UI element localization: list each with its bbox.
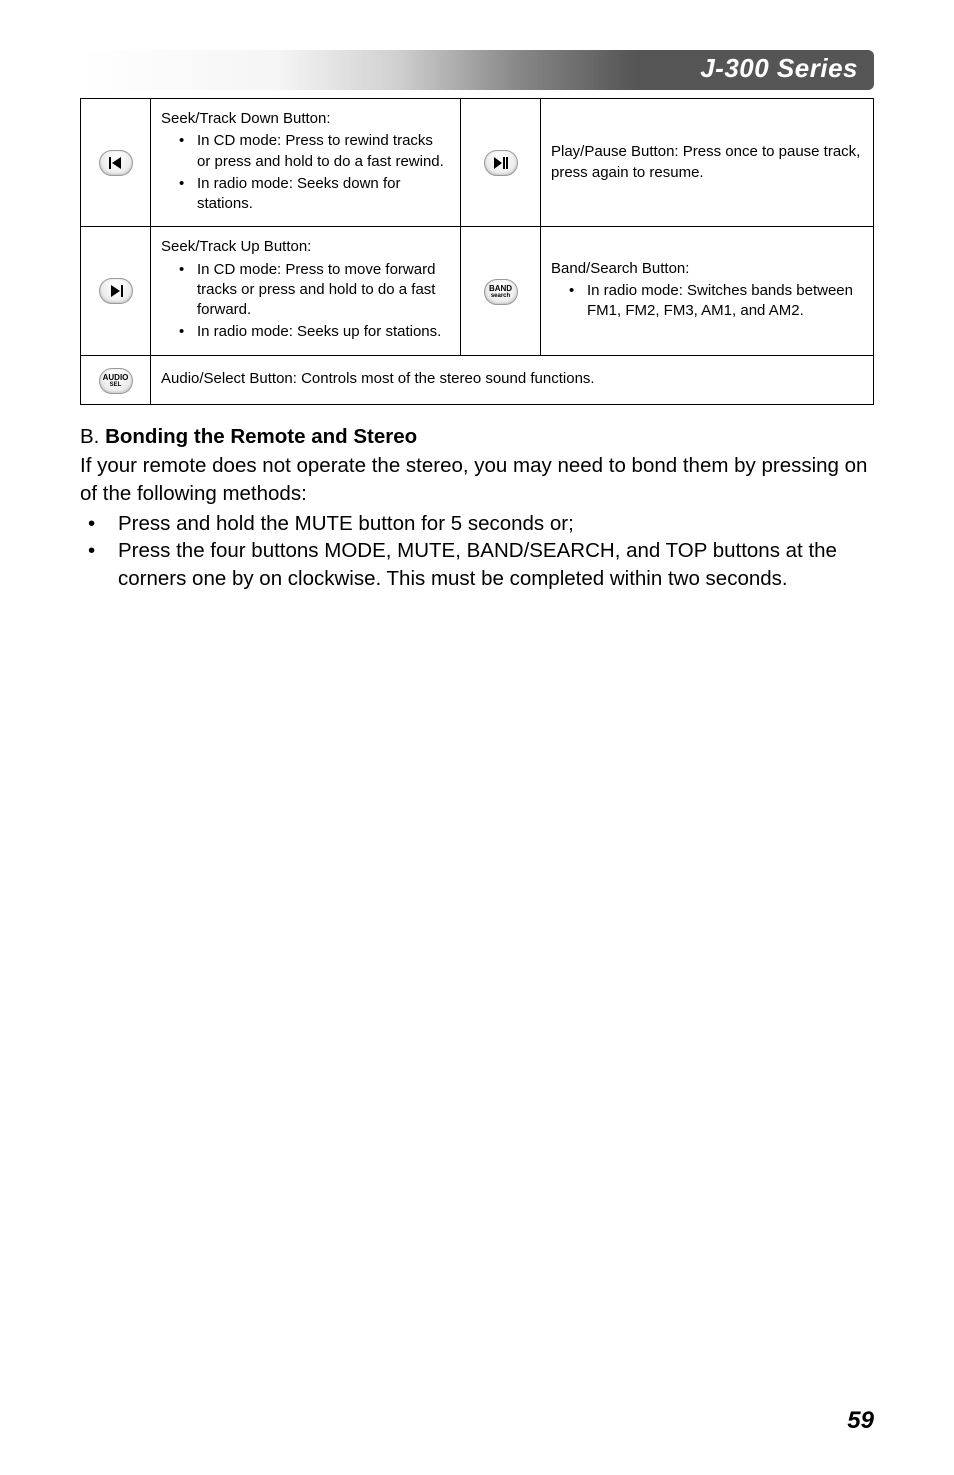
icon-label: AUDIO SEL bbox=[103, 374, 129, 388]
icon-label: BAND search bbox=[489, 285, 512, 299]
bullet-item: Press and hold the MUTE button for 5 sec… bbox=[80, 510, 874, 538]
table-row: AUDIO SEL Audio/Select Button: Controls … bbox=[81, 355, 874, 404]
skip-forward-icon bbox=[99, 278, 133, 304]
bullet-item: In CD mode: Press to rewind tracks or pr… bbox=[179, 131, 450, 172]
button-function-table: Seek/Track Down Button: In CD mode: Pres… bbox=[80, 98, 874, 405]
page-number: 59 bbox=[847, 1407, 874, 1435]
icon-cell bbox=[81, 227, 151, 355]
section-bullet-list: Press and hold the MUTE button for 5 sec… bbox=[80, 510, 874, 593]
bullet-item: In radio mode: Seeks up for stations. bbox=[179, 322, 450, 342]
icon-label-sub: search bbox=[489, 293, 512, 299]
table-row: Seek/Track Up Button: In CD mode: Press … bbox=[81, 227, 874, 355]
cell-title: Seek/Track Down Button: bbox=[161, 109, 450, 129]
section-title: Bonding the Remote and Stereo bbox=[105, 425, 417, 448]
section-intro: If your remote does not operate the ster… bbox=[80, 452, 874, 507]
skip-back-icon bbox=[99, 150, 133, 176]
bullet-list: In CD mode: Press to move forward tracks… bbox=[161, 260, 450, 343]
icon-label-sub: SEL bbox=[103, 382, 129, 388]
cell-title: Band/Search Button: bbox=[551, 259, 863, 279]
section-prefix: B. bbox=[80, 425, 105, 448]
description-cell: Seek/Track Down Button: In CD mode: Pres… bbox=[151, 99, 461, 227]
bullet-item: In CD mode: Press to move forward tracks… bbox=[179, 260, 450, 321]
series-title: J-300 Series bbox=[700, 53, 858, 84]
header-bar: J-300 Series bbox=[80, 50, 874, 90]
icon-cell bbox=[81, 99, 151, 227]
bullet-item: In radio mode: Switches bands between FM… bbox=[569, 281, 863, 322]
page-container: J-300 Series Seek/Tra bbox=[0, 0, 954, 1475]
section-heading: B. Bonding the Remote and Stereo bbox=[80, 423, 874, 451]
bullet-list: In CD mode: Press to rewind tracks or pr… bbox=[161, 131, 450, 214]
description-cell: Play/Pause Button: Press once to pause t… bbox=[541, 99, 874, 227]
description-cell: Audio/Select Button: Controls most of th… bbox=[151, 355, 874, 404]
bullet-item: In radio mode: Seeks down for stations. bbox=[179, 174, 450, 215]
icon-label-top: BAND bbox=[489, 284, 512, 293]
description-cell: Band/Search Button: In radio mode: Switc… bbox=[541, 227, 874, 355]
cell-text: Audio/Select Button: Controls most of th… bbox=[161, 369, 863, 389]
play-pause-icon bbox=[484, 150, 518, 176]
cell-title: Seek/Track Up Button: bbox=[161, 237, 450, 257]
icon-cell: BAND search bbox=[461, 227, 541, 355]
icon-label-top: AUDIO bbox=[103, 373, 129, 382]
bullet-item: Press the four buttons MODE, MUTE, BAND/… bbox=[80, 537, 874, 592]
icon-cell bbox=[461, 99, 541, 227]
bullet-list: In radio mode: Switches bands between FM… bbox=[551, 281, 863, 322]
audio-sel-icon: AUDIO SEL bbox=[99, 368, 133, 394]
section-b: B. Bonding the Remote and Stereo If your… bbox=[80, 423, 874, 593]
description-cell: Seek/Track Up Button: In CD mode: Press … bbox=[151, 227, 461, 355]
cell-text: Play/Pause Button: Press once to pause t… bbox=[551, 142, 863, 183]
table-row: Seek/Track Down Button: In CD mode: Pres… bbox=[81, 99, 874, 227]
icon-cell: AUDIO SEL bbox=[81, 355, 151, 404]
band-search-icon: BAND search bbox=[484, 279, 518, 305]
